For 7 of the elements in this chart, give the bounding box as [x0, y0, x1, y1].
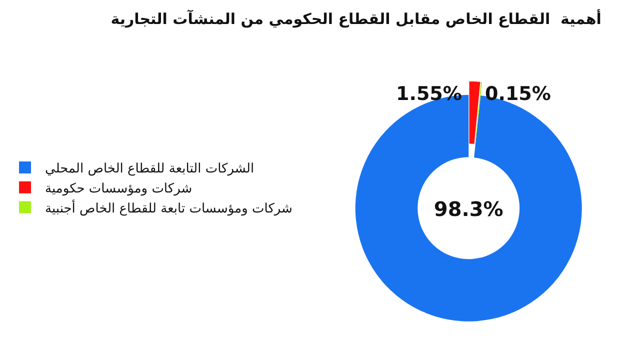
data-label: 98.3% — [434, 197, 504, 222]
legend-label: شركات ومؤسسات حكومية — [45, 181, 192, 196]
legend-label: الشركات التابعة للقطاع الخاص المحلي — [45, 162, 254, 177]
legend-label: شركات ومؤسسات تابعة للقطاع الخاص أجنبية — [45, 199, 292, 216]
data-label: 0.15% — [485, 83, 551, 105]
data-label: 1.55% — [396, 83, 462, 105]
chart-title: أهمية القطاع الخاص مقابل القطاع الحكومي من المنشآت التجارية — [110, 9, 602, 28]
